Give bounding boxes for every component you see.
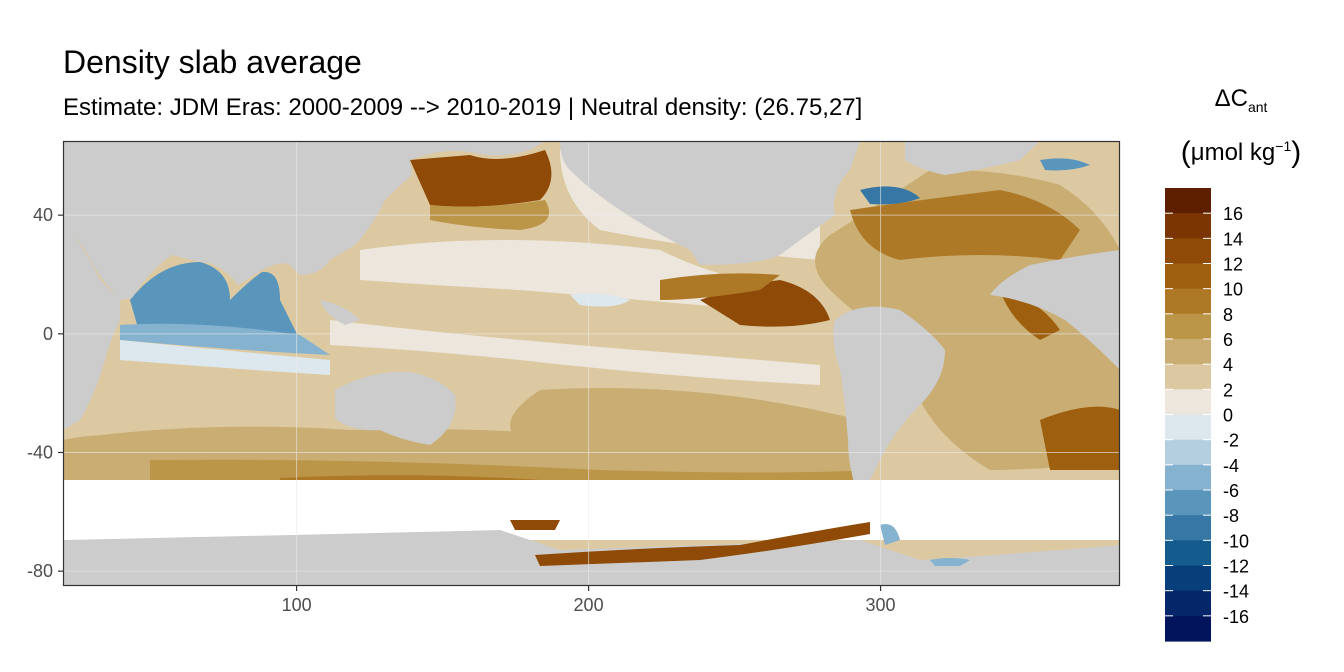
land-greenland [905,141,1040,175]
land-australia [335,371,456,445]
colorbar-segment [1165,238,1211,265]
colorbar-segment [1165,213,1211,239]
blue-patch-pacific [570,293,630,307]
colorbar-segment [1165,464,1211,491]
land-eurasia [63,141,545,300]
indian-blue-south [120,340,330,375]
x-tick-label: 100 [282,595,312,615]
indian-south [63,435,150,480]
y-tick-label: -80 [27,561,53,581]
colorbar-label: -14 [1223,582,1249,602]
shelf-patch-peninsula [880,524,900,545]
y-tick-label: 40 [33,205,53,225]
x-tick-label: 300 [866,595,896,615]
colorbar-segment [1165,263,1211,290]
colorbar-label: 6 [1223,330,1233,350]
shelf-patch-weddell [930,558,970,566]
colorbar-label: 8 [1223,305,1233,325]
shelf-patch-amundsen [535,522,870,566]
colorbar-segment [1165,615,1211,642]
chart-subtitle: Estimate: JDM Eras: 2000-2009 --> 2010-2… [63,94,863,121]
colorbar-label: 0 [1223,406,1233,426]
indian-blue-mid [120,323,330,355]
colorbar-label: 14 [1223,229,1243,249]
legend-unit: (μmol kg−1) [1158,136,1324,170]
colorbar-label: -16 [1223,607,1249,627]
colorbar-label: -2 [1223,431,1239,451]
legend-colorbar: 16 14 12 10 8 6 4 2 0 -2 -4 -6 -8 -10 -12 -14 -16 [1165,188,1249,642]
nordic-blue [1040,158,1090,171]
gridlines [63,141,1120,586]
land-indonesia [320,300,360,325]
labrador-blue [860,186,920,205]
colorbar-label: 4 [1223,355,1233,375]
colorbar-label: -6 [1223,481,1239,501]
colorbar-label: 2 [1223,380,1233,400]
x-tick-label: 200 [574,595,604,615]
colorbar-label: 12 [1223,255,1243,275]
legend-unit-open: ( [1180,136,1191,169]
shelf-patch-ross [510,520,560,530]
colorbar-segment [1165,389,1211,416]
southern-ice-gap [63,480,1120,540]
colorbar-label: -10 [1223,531,1249,551]
y-tick-label: -40 [27,443,53,463]
colorbar-label: -8 [1223,506,1239,526]
colorbar-label: 10 [1223,280,1243,300]
colorbar-segment [1165,364,1211,390]
land-south-america [833,306,945,500]
pale-band-equatorial [330,320,820,385]
panel-border [62,140,1121,587]
colorbar-label: -12 [1223,557,1249,577]
eastern-pacific-mid [660,273,780,300]
kuroshio-patch [410,150,552,207]
gulf-guinea-dark [1000,290,1060,340]
legend-title-sub: ant [1247,99,1268,115]
land-north-america [560,141,860,265]
colorbar-segment [1165,188,1211,214]
colorbar-segment [1165,288,1211,315]
colorbar-segment [1165,565,1211,592]
colorbar-segment [1165,439,1211,466]
colorbar-segment [1165,490,1211,516]
north-atlantic-brown [850,190,1080,260]
legend-unit-close: ) [1291,136,1302,169]
south-atlantic-dark [1040,406,1120,470]
colorbar-segment [1165,540,1211,567]
land-africa-east [63,230,120,430]
colorbar-segment [1165,414,1211,441]
y-tick-label: 0 [43,324,53,344]
chart-title: Density slab average [63,44,362,80]
colorbar-label: -4 [1223,456,1239,476]
legend-title: ΔCant [1158,85,1324,115]
legend-unit-sup: −1 [1275,138,1292,154]
colorbar-label: 16 [1223,204,1243,224]
map-layer [63,141,1120,586]
indian-blue-north [130,262,300,342]
land-africa-west [990,250,1120,370]
colorbar-segment [1165,339,1211,365]
colorbar-segment [1165,313,1211,340]
colorbar-segment [1165,590,1211,617]
colorbar-segment [1165,515,1211,541]
legend-title-main: ΔC [1214,85,1248,112]
legend-unit-text: μmol kg [1190,139,1276,166]
